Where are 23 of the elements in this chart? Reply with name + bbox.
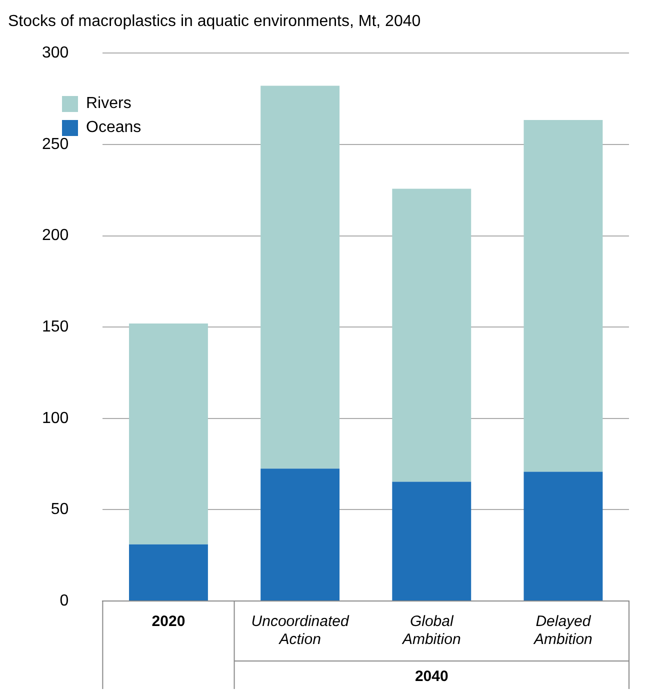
bar xyxy=(129,323,208,544)
legend-label: Oceans xyxy=(86,118,142,138)
bar xyxy=(129,544,208,600)
y-tick-label: 200 xyxy=(42,227,69,244)
y-tick-label: 0 xyxy=(60,592,69,610)
y-tick-label: 250 xyxy=(42,136,69,153)
bar xyxy=(524,472,603,600)
bar xyxy=(260,86,340,469)
bar xyxy=(392,482,472,600)
bar xyxy=(524,120,603,472)
bar xyxy=(260,468,340,600)
y-tick-label: 50 xyxy=(50,501,69,518)
x-tick-label: Global Ambition xyxy=(401,613,461,648)
x-tick-label: Delayed Ambition xyxy=(533,613,592,648)
chart-title: Stocks of macroplastics in aquatic environments, Mt, 2040 xyxy=(8,13,421,30)
x-tick-label: 2020 xyxy=(152,613,186,630)
y-tick-label: 150 xyxy=(42,318,69,336)
bar xyxy=(392,188,472,482)
legend-label: Rivers xyxy=(86,94,132,114)
y-tick-label: 100 xyxy=(42,410,69,427)
text: 2040 xyxy=(414,668,448,686)
x-tick-label: Uncoordinated Action xyxy=(251,613,350,648)
y-tick-label: 300 xyxy=(42,44,69,62)
